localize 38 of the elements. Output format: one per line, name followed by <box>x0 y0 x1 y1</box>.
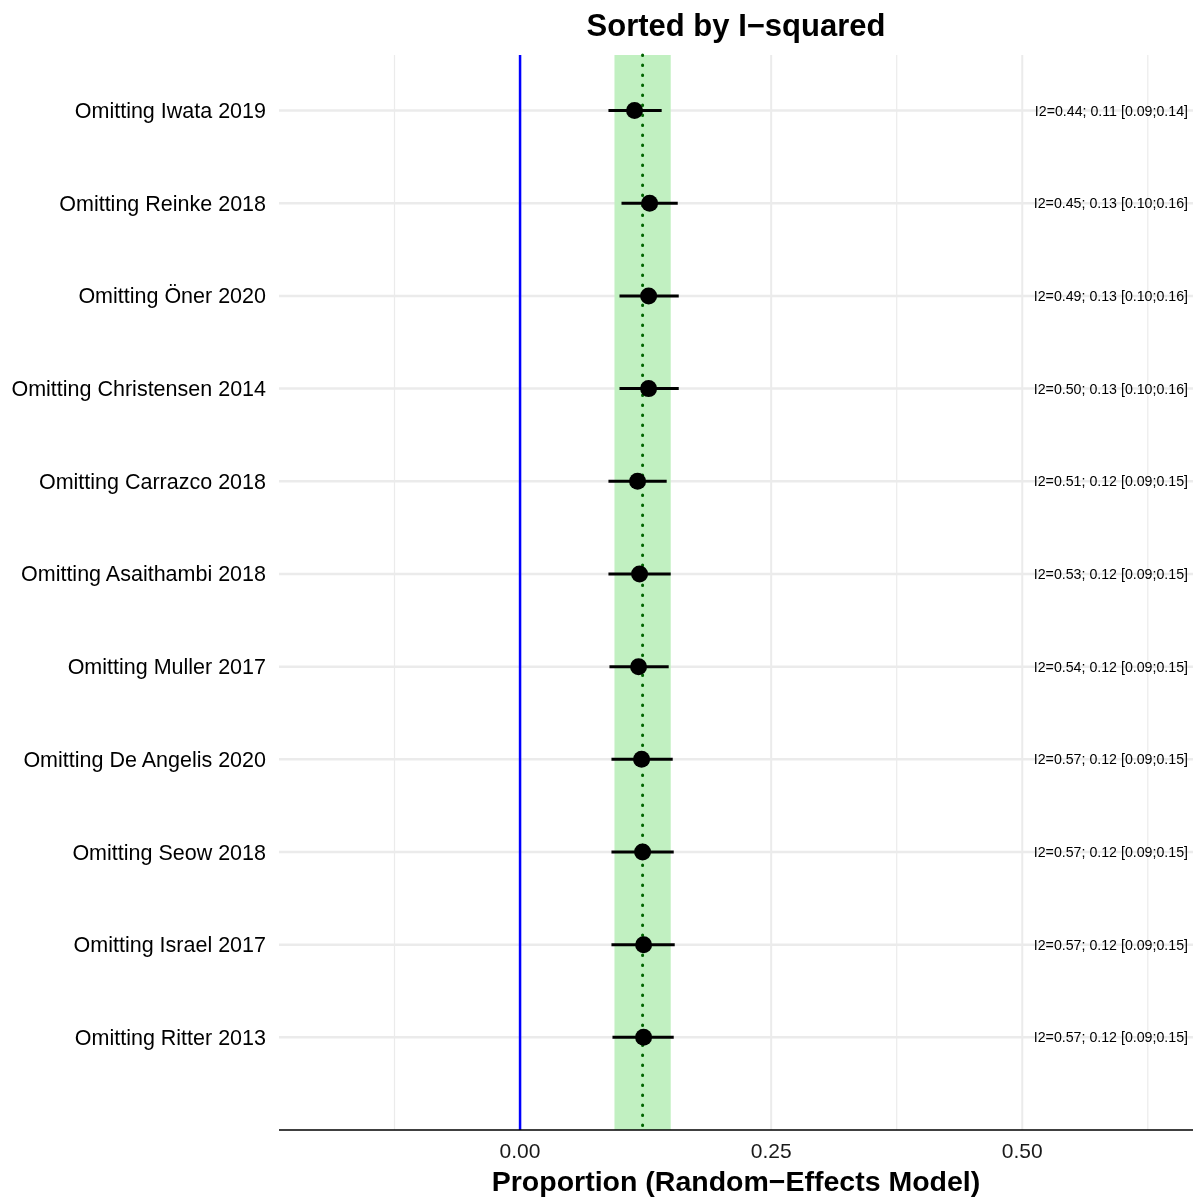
y-tick-label: Omitting Carrazco 2018 <box>38 469 267 494</box>
annotation: I2=0.57; 0.12 [0.09;0.15] <box>1033 1029 1188 1046</box>
y-tick-label: Omitting Reinke 2018 <box>59 191 267 216</box>
annotation: I2=0.57; 0.12 [0.09;0.15] <box>1033 936 1188 953</box>
point <box>635 936 653 954</box>
annotation: I2=0.44; 0.11 [0.09;0.14] <box>1034 102 1188 119</box>
x-tick-label: 0.25 <box>750 1138 792 1162</box>
y-tick-label: Omitting De Angelis 2020 <box>23 747 267 772</box>
annotation: I2=0.53; 0.12 [0.09;0.15] <box>1033 565 1188 582</box>
annotation: I2=0.49; 0.13 [0.10;0.16] <box>1033 287 1188 304</box>
annotation: I2=0.57; 0.12 [0.09;0.15] <box>1033 751 1188 768</box>
point <box>631 565 649 583</box>
annotation: I2=0.51; 0.12 [0.09;0.15] <box>1033 473 1188 490</box>
x-tick-label: 0.50 <box>1001 1138 1043 1162</box>
y-tick-label: Omitting Ritter 2013 <box>74 1025 267 1050</box>
annotation: I2=0.54; 0.12 [0.09;0.15] <box>1033 658 1188 675</box>
point <box>635 1028 653 1046</box>
annotation: I2=0.57; 0.12 [0.09;0.15] <box>1033 843 1188 860</box>
point <box>630 658 648 676</box>
point <box>640 287 658 305</box>
y-tick-label: Omitting Muller 2017 <box>67 655 266 680</box>
point <box>640 380 658 398</box>
y-tick-label: Omitting Seow 2018 <box>72 840 267 865</box>
y-tick-label: Omitting Asaithambi 2018 <box>21 562 267 587</box>
y-tick-label: Omitting Iwata 2019 <box>74 99 266 124</box>
point <box>633 750 651 768</box>
point <box>634 843 652 861</box>
point <box>641 194 659 212</box>
chart-title: Sorted by I−squared <box>586 8 886 43</box>
y-tick-label: Omitting Israel 2017 <box>73 933 266 958</box>
y-tick-label: Omitting Öner 2020 <box>78 284 267 309</box>
y-tick-label: Omitting Christensen 2014 <box>11 377 267 402</box>
annotation: I2=0.45; 0.13 [0.10;0.16] <box>1033 195 1188 212</box>
point <box>629 472 647 490</box>
annotation: I2=0.50; 0.13 [0.10;0.16] <box>1033 380 1188 397</box>
x-axis-title: Proportion (Random−Effects Model) <box>491 1165 981 1197</box>
point <box>626 102 644 120</box>
x-tick-label: 0.00 <box>499 1138 541 1162</box>
